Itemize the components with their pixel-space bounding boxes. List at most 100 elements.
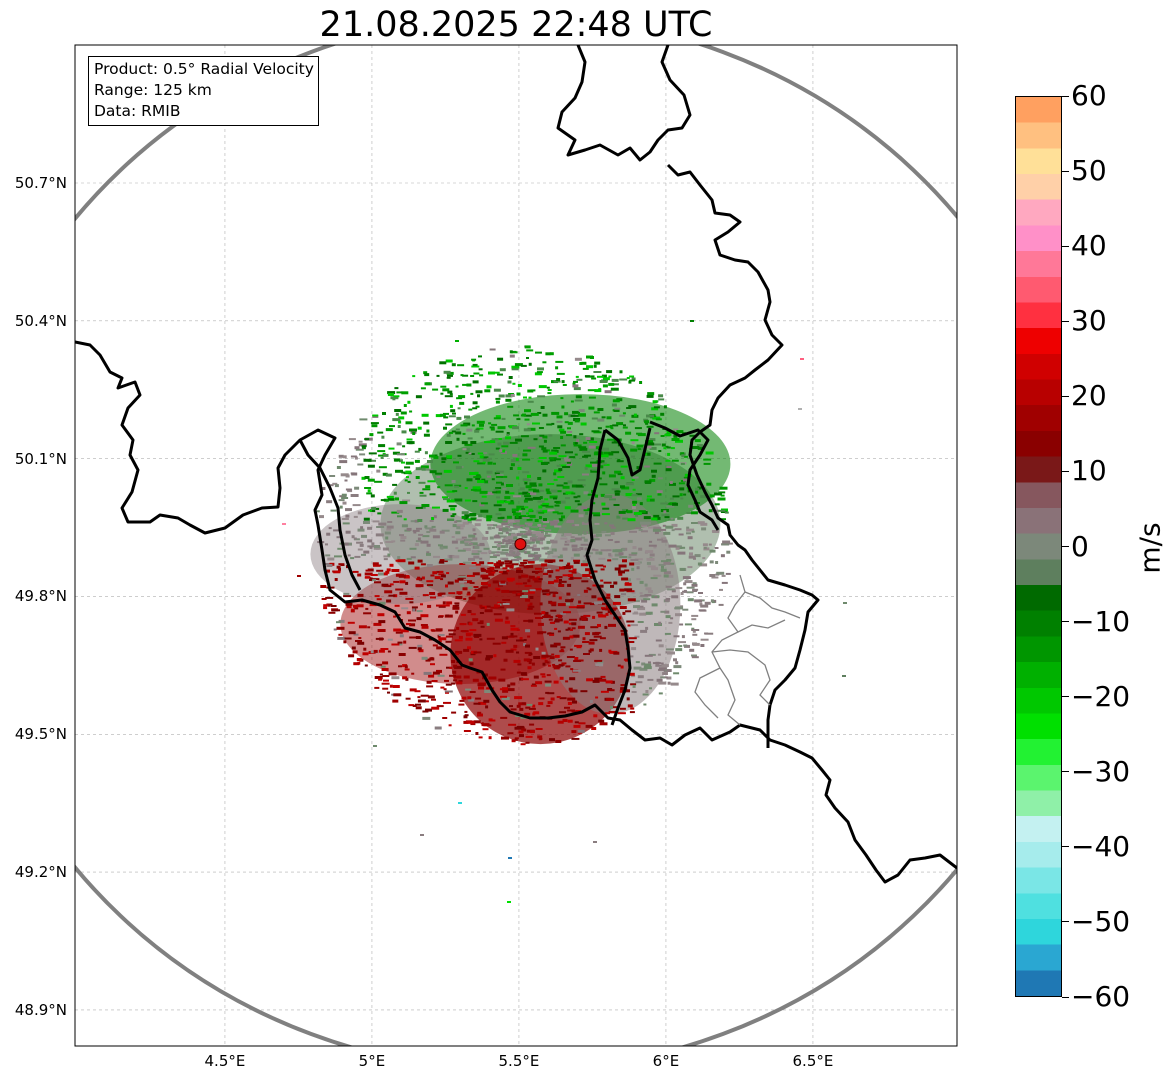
- echo-pixel: [654, 596, 658, 599]
- echo-pixel: [583, 538, 588, 542]
- echo-pixel: [511, 739, 516, 743]
- echo-pixel: [361, 476, 366, 480]
- lat-tick-label: 49.8°N: [14, 587, 67, 606]
- echo-pixel: [626, 697, 630, 701]
- echo-pixel: [467, 696, 472, 700]
- echo-pixel: [396, 453, 405, 456]
- echo-pixel: [558, 500, 566, 504]
- echo-pixel: [531, 525, 538, 528]
- echo-pixel: [508, 857, 512, 859]
- echo-pixel: [491, 551, 499, 554]
- echo-pixel: [495, 513, 502, 516]
- echo-pixel: [506, 569, 510, 572]
- echo-pixel: [629, 375, 635, 378]
- echo-pixel: [597, 375, 604, 378]
- echo-pixel: [667, 588, 676, 591]
- echo-pixel: [682, 576, 691, 580]
- echo-pixel: [523, 559, 531, 562]
- echo-pixel: [480, 552, 485, 554]
- echo-pixel: [452, 606, 460, 610]
- echo-pixel: [423, 433, 430, 437]
- echo-pixel: [465, 688, 472, 691]
- echo-pixel: [617, 712, 626, 715]
- echo-pixel: [392, 451, 400, 455]
- echo-pixel: [633, 413, 637, 417]
- echo-pixel: [593, 570, 598, 573]
- echo-pixel: [424, 451, 428, 455]
- echo-pixel: [455, 596, 463, 599]
- echo-pixel: [484, 389, 491, 393]
- echo-pixel: [504, 620, 510, 624]
- echo-pixel: [501, 445, 509, 448]
- echo-pixel: [564, 543, 570, 546]
- echo-pixel: [528, 508, 533, 512]
- colorbar-tick: [1062, 921, 1069, 923]
- echo-pixel: [630, 439, 639, 442]
- echo-pixel: [427, 480, 436, 483]
- echo-pixel: [601, 462, 607, 465]
- echo-pixel: [559, 578, 562, 582]
- echo-pixel: [439, 413, 446, 417]
- echo-pixel: [658, 692, 663, 695]
- echo-pixel: [462, 587, 468, 591]
- echo-pixel: [513, 414, 520, 417]
- echo-pixel: [477, 594, 483, 598]
- echo-pixel: [415, 476, 420, 479]
- echo-pixel: [496, 525, 503, 529]
- echo-pixel: [393, 693, 402, 697]
- echo-pixel: [599, 483, 608, 486]
- echo-pixel: [393, 395, 400, 398]
- echo-pixel: [498, 606, 505, 609]
- echo-pixel: [367, 526, 373, 530]
- echo-pixel: [497, 547, 501, 551]
- echo-pixel: [501, 641, 507, 644]
- echo-pixel: [462, 521, 469, 525]
- echo-pixel: [452, 513, 457, 516]
- echo-pixel: [498, 508, 506, 512]
- echo-pixel: [691, 530, 695, 533]
- echo-pixel: [632, 500, 638, 504]
- echo-pixel: [570, 400, 574, 403]
- echo-pixel: [561, 580, 567, 583]
- echo-pixel: [583, 441, 588, 444]
- echo-pixel: [468, 408, 473, 411]
- echo-pixel: [692, 582, 697, 585]
- echo-pixel: [389, 583, 394, 586]
- echo-pixel: [692, 642, 700, 646]
- echo-pixel: [472, 363, 478, 366]
- echo-pixel: [669, 497, 674, 500]
- echo-pixel: [423, 671, 432, 675]
- echo-pixel: [509, 441, 518, 444]
- echo-pixel: [480, 436, 484, 439]
- echo-pixel: [523, 658, 530, 662]
- echo-pixel: [601, 607, 605, 610]
- echo-pixel: [691, 522, 698, 524]
- echo-pixel: [565, 680, 569, 683]
- echo-pixel: [378, 444, 386, 448]
- echo-pixel: [456, 626, 460, 630]
- echo-pixel: [506, 577, 515, 581]
- echo-pixel: [635, 527, 641, 530]
- echo-pixel: [610, 526, 616, 529]
- echo-pixel: [552, 555, 559, 558]
- echo-pixel: [393, 580, 400, 583]
- echo-pixel: [680, 452, 685, 456]
- echo-pixel: [665, 525, 674, 529]
- echo-pixel: [442, 388, 450, 392]
- echo-pixel: [496, 589, 501, 592]
- echo-pixel: [468, 557, 475, 561]
- echo-pixel: [431, 706, 440, 710]
- echo-pixel: [488, 422, 492, 425]
- echo-pixel: [519, 564, 525, 567]
- echo-pixel: [625, 431, 632, 435]
- echo-pixel: [523, 643, 527, 647]
- echo-pixel: [464, 710, 468, 713]
- echo-pixel: [477, 452, 484, 455]
- echo-pixel: [417, 644, 423, 648]
- echo-pixel: [357, 573, 362, 577]
- echo-pixel: [635, 514, 639, 517]
- echo-pixel: [378, 620, 386, 624]
- echo-pixel: [512, 512, 521, 516]
- echo-pixel: [502, 689, 509, 693]
- echo-pixel: [375, 533, 384, 537]
